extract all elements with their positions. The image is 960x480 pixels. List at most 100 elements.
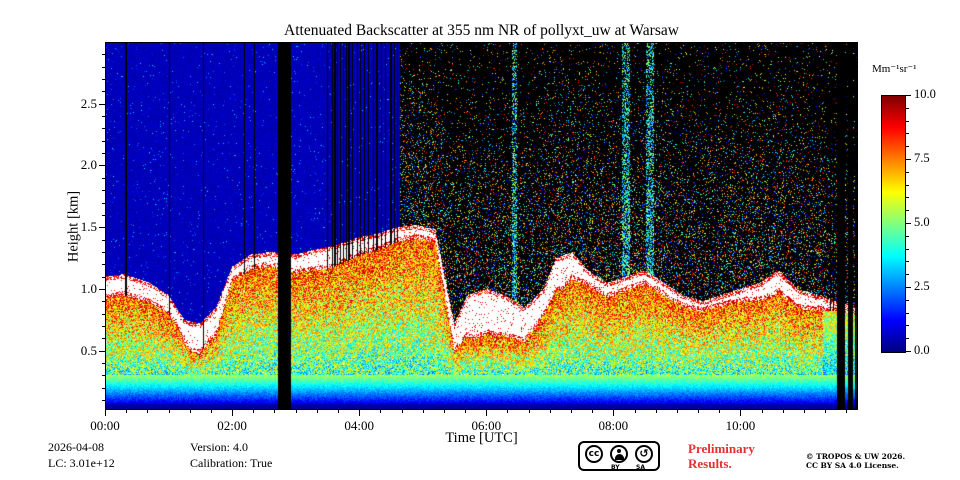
y-tick-label: 0.5 xyxy=(80,342,97,358)
colorbar xyxy=(881,95,906,353)
y-minor-tick xyxy=(102,264,105,266)
copyright-line2: CC BY SA 4.0 License. xyxy=(806,461,899,470)
colorbar-tick xyxy=(906,223,911,224)
person-body xyxy=(614,454,624,460)
colorbar-minor-tick xyxy=(906,235,909,237)
colorbar-minor-tick xyxy=(906,325,909,327)
colorbar-minor-tick xyxy=(906,184,909,186)
x-minor-tick xyxy=(147,410,149,413)
x-tick xyxy=(486,410,488,416)
y-minor-tick xyxy=(102,387,105,389)
x-tick-label: 00:00 xyxy=(90,418,120,433)
calibration-text: Calibration: True xyxy=(190,456,273,470)
colorbar-tick xyxy=(906,351,911,352)
y-minor-tick xyxy=(102,79,105,81)
x-minor-tick xyxy=(253,410,255,413)
x-minor-tick xyxy=(570,410,572,413)
preliminary-line1: Preliminary xyxy=(688,441,755,456)
cc-by-person-icon xyxy=(610,445,628,463)
x-minor-tick xyxy=(846,410,848,413)
x-tick-label: 08:00 xyxy=(598,418,629,433)
x-minor-tick xyxy=(126,410,128,413)
cc-by-label: BY xyxy=(611,464,620,471)
version-text: Version: 4.0 xyxy=(190,440,248,454)
x-tick xyxy=(232,410,234,416)
y-minor-tick xyxy=(102,326,105,328)
cc-icon: cc xyxy=(585,445,603,463)
y-minor-tick xyxy=(102,202,105,204)
y-minor-tick xyxy=(102,363,105,365)
x-minor-tick xyxy=(676,410,678,413)
x-minor-tick xyxy=(168,410,170,413)
y-tick xyxy=(99,103,105,105)
chart-title: Attenuated Backscatter at 355 nm NR of p… xyxy=(284,22,679,39)
cc-sa-label: SA xyxy=(636,464,645,471)
heatmap-canvas xyxy=(105,42,858,410)
preliminary-results-text: Preliminary Results. xyxy=(688,441,755,471)
x-minor-tick xyxy=(528,410,530,413)
y-minor-tick xyxy=(102,276,105,278)
y-minor-tick xyxy=(102,116,105,118)
y-tick xyxy=(99,350,105,352)
colorbar-minor-tick xyxy=(906,338,909,340)
x-tick-label: 10:00 xyxy=(725,418,756,433)
x-minor-tick xyxy=(803,410,805,413)
y-minor-tick xyxy=(102,301,105,303)
y-minor-tick xyxy=(102,66,105,68)
x-minor-tick xyxy=(719,410,721,413)
y-tick-label: 2.0 xyxy=(80,157,97,173)
x-minor-tick xyxy=(274,410,276,413)
x-minor-tick xyxy=(401,410,403,413)
copyright-line1: © TROPOS & UW 2026. xyxy=(806,452,906,461)
colorbar-tick xyxy=(906,95,911,96)
y-minor-tick xyxy=(102,190,105,192)
y-minor-tick xyxy=(102,313,105,315)
y-minor-tick xyxy=(102,251,105,253)
x-tick xyxy=(613,410,615,416)
x-tick xyxy=(359,410,361,416)
y-minor-tick xyxy=(102,338,105,340)
x-minor-tick xyxy=(761,410,763,413)
y-minor-tick xyxy=(102,54,105,56)
x-tick-label: 06:00 xyxy=(471,418,502,433)
x-tick-label: 02:00 xyxy=(217,418,247,433)
x-axis-title: Time [UTC] xyxy=(445,430,518,446)
x-minor-tick xyxy=(549,410,551,413)
x-minor-tick xyxy=(698,410,700,413)
y-minor-tick xyxy=(102,400,105,402)
colorbar-minor-tick xyxy=(906,107,909,109)
x-minor-tick xyxy=(634,410,636,413)
x-minor-tick xyxy=(337,410,339,413)
colorbar-minor-tick xyxy=(906,197,909,199)
y-tick xyxy=(99,288,105,290)
colorbar-tick-label: 5.0 xyxy=(914,215,930,229)
colorbar-minor-tick xyxy=(906,146,909,148)
colorbar-unit-label: Mm⁻¹sr⁻¹ xyxy=(872,63,917,75)
colorbar-minor-tick xyxy=(906,248,909,250)
x-minor-tick xyxy=(825,410,827,413)
y-minor-tick xyxy=(102,239,105,241)
x-minor-tick xyxy=(316,410,318,413)
y-tick-label: 2.5 xyxy=(80,95,97,111)
x-minor-tick xyxy=(380,410,382,413)
x-minor-tick xyxy=(422,410,424,413)
x-minor-tick xyxy=(295,410,297,413)
x-minor-tick xyxy=(592,410,594,413)
y-tick-label: 1.5 xyxy=(80,219,97,235)
x-tick-label: 04:00 xyxy=(344,418,374,433)
y-minor-tick xyxy=(102,128,105,130)
colorbar-minor-tick xyxy=(906,210,909,212)
colorbar-minor-tick xyxy=(906,120,909,122)
person-head xyxy=(617,449,621,453)
cc-license-badge: cc ↺ BY SA xyxy=(578,441,660,471)
y-minor-tick xyxy=(102,91,105,93)
x-tick xyxy=(105,410,106,416)
y-tick-label: 1.0 xyxy=(80,280,97,296)
sa-arrow-glyph: ↺ xyxy=(639,447,649,460)
lidar-constant-text: LC: 3.01e+12 xyxy=(48,456,115,470)
colorbar-tick xyxy=(906,159,911,160)
colorbar-minor-tick xyxy=(906,171,909,173)
x-minor-tick xyxy=(782,410,784,413)
copyright-text: © TROPOS & UW 2026. CC BY SA 4.0 License… xyxy=(806,452,905,470)
colorbar-minor-tick xyxy=(906,133,909,135)
